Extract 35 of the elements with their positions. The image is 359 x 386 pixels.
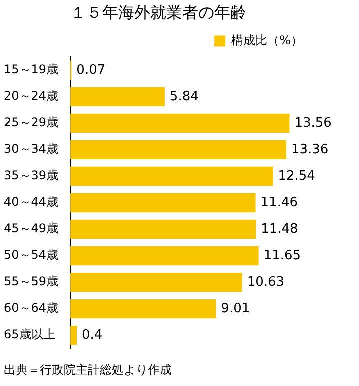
bar [70,193,256,213]
data-label: 12.54 [278,168,316,184]
y-tick-label: 15～19歳 [4,62,59,77]
data-label: 0.4 [82,328,103,343]
bar [70,114,290,134]
bar [70,299,216,319]
y-tick-label: 45～49歳 [4,222,59,236]
y-tick-label: 55～59歳 [4,274,59,289]
data-label: 13.36 [291,142,329,158]
bar [70,166,274,186]
y-tick-label: 60～64歳 [4,301,59,316]
y-tick-label: 20～24歳 [4,89,59,104]
bar [70,246,259,266]
data-label: 5.84 [170,89,199,104]
bar [70,272,242,292]
y-tick-label: 25～29歳 [4,116,59,130]
y-tick-label: 65歳以上 [4,328,56,342]
bar [70,220,256,240]
data-label: 0.07 [76,62,106,78]
data-label: 10.63 [247,274,285,290]
y-tick-label: 35～39歳 [4,168,59,183]
data-label: 11.65 [264,248,302,264]
y-tick-label: 30～34歳 [4,142,59,156]
legend-label: 構成比（%） [232,33,304,48]
bar [70,326,78,346]
chart-title: １５年海外就業者の年齢 [70,2,246,22]
bar [70,87,165,107]
bar [70,140,286,160]
data-label: 11.48 [261,222,298,237]
data-label: 9.01 [221,301,250,316]
y-tick-label: 50～54歳 [4,248,59,262]
data-label: 13.56 [294,116,332,131]
data-label: 11.46 [260,195,298,210]
source-note: 出典＝行政院主計総処より作成 [4,362,173,379]
y-tick-label: 40～44歳 [4,195,59,210]
